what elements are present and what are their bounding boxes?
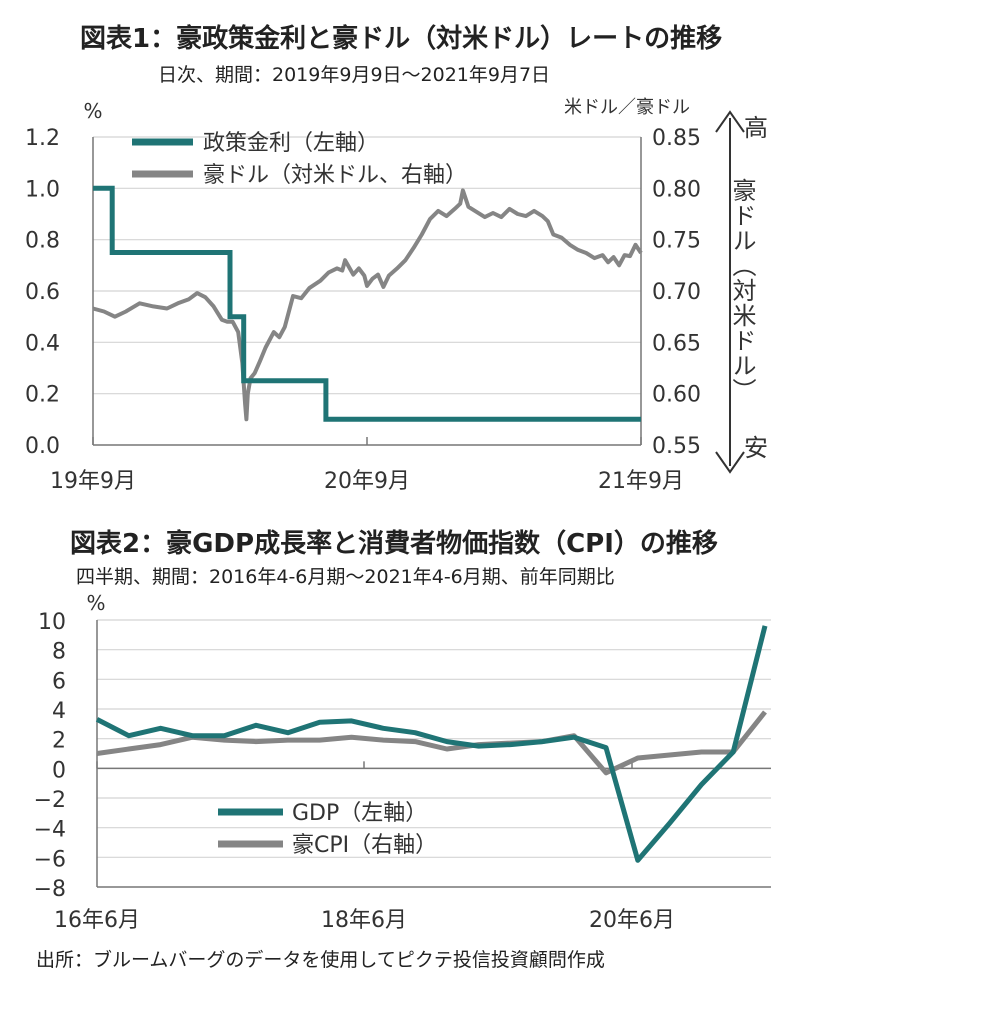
chart1-arrow-up-head (715, 110, 745, 133)
chart2-legend-label-cpi: 豪CPI（右軸） (292, 833, 437, 858)
chart1-ytick-left: 0.0 (25, 434, 60, 459)
chart2-plot: 10 8 6 4 2 0 −2 −4 −6 −8% 16年6月 18年6月 20年6月 GDP（左軸） 豪C… (34, 591, 771, 933)
chart1-ytick-right: 0.55 (652, 434, 701, 459)
chart1-ytick-right: 0.85 (652, 126, 701, 151)
chart2-ytick: −6 (34, 847, 66, 872)
aud-usd-line (92, 188, 643, 422)
chart2-ytick: −2 (34, 788, 66, 813)
chart1-xtick: 19年9月 (50, 469, 136, 494)
chart1-ytick-right: 0.60 (652, 383, 701, 408)
chart1-ytick-left: 0.8 (25, 229, 60, 254)
chart2-ytick: −4 (34, 818, 66, 843)
chart1-ytick-left: 0.4 (25, 331, 60, 356)
chart2-xtick: 16年6月 (54, 908, 140, 933)
chart1-xtick: 20年9月 (324, 469, 410, 494)
chart1-ytick-left: 1.0 (25, 177, 60, 202)
chart2-ytick: 10 (38, 610, 66, 635)
gdp-line (95, 625, 768, 863)
source-note: 出所：ブルームバーグのデータを使用してピクテ投信投資顧問作成 (36, 949, 605, 971)
chart2-ytick: 6 (52, 669, 66, 694)
chart2-ytick: 2 (52, 729, 66, 754)
chart2-legend-label-gdp: GDP（左軸） (292, 801, 427, 826)
chart2-ytick: 8 (52, 640, 66, 665)
chart1-subtitle: 日次、期間：2019年9月9日～2021年9月7日 (158, 64, 551, 86)
chart1-plot: 1.2 1.0 0.8 0.6 0.4 0.2 0.0 0.85 0.80 0.75 0.70 0.6… (25, 97, 768, 494)
chart1-ylabel-right: 米ドル／豪ドル (564, 97, 690, 118)
chart2-title: 図表2：豪GDP成長率と消費者物価指数（CPI）の推移 (70, 529, 718, 559)
chart1-ylabel-left: % (83, 99, 102, 123)
chart2-ylabel: % (86, 591, 105, 615)
chart2-xtick: 20年6月 (589, 908, 675, 933)
chart1-legend-label-rate: 政策金利（左軸） (203, 131, 379, 156)
policy-rate-line (93, 185, 641, 422)
chart2-ytick: 4 (52, 699, 66, 724)
chart1-ytick-left: 1.2 (25, 126, 60, 151)
chart1-xtick: 21年9月 (598, 469, 684, 494)
chart1-arrow-down-head (715, 451, 745, 474)
chart1-ytick-right: 0.80 (652, 177, 701, 202)
chart1-arrow-label-aud: 豪ドル（対米ドル） (728, 178, 756, 403)
chart1-legend-label-aud: 豪ドル（対米ドル、右軸） (203, 163, 467, 188)
chart2-xtick: 18年6月 (321, 908, 407, 933)
chart1-ytick-right: 0.75 (652, 229, 701, 254)
chart1-ytick-right: 0.70 (652, 280, 701, 305)
chart1-ytick-left: 0.2 (25, 383, 60, 408)
chart1-arrow-label-low: 安 (744, 434, 768, 462)
chart1-ytick-left: 0.6 (25, 280, 60, 305)
cpi-line (96, 710, 767, 776)
chart1-title: 図表1：豪政策金利と豪ドル（対米ドル）レートの推移 (80, 24, 723, 54)
chart2-ytick: 0 (52, 758, 66, 783)
chart1-ytick-right: 0.65 (652, 331, 701, 356)
chart1-arrow-label-high: 高 (744, 114, 768, 142)
chart2-subtitle: 四半期、期間：2016年4-6月期～2021年4-6月期、前年同期比 (76, 566, 615, 588)
chart2-ytick: −8 (34, 877, 66, 902)
